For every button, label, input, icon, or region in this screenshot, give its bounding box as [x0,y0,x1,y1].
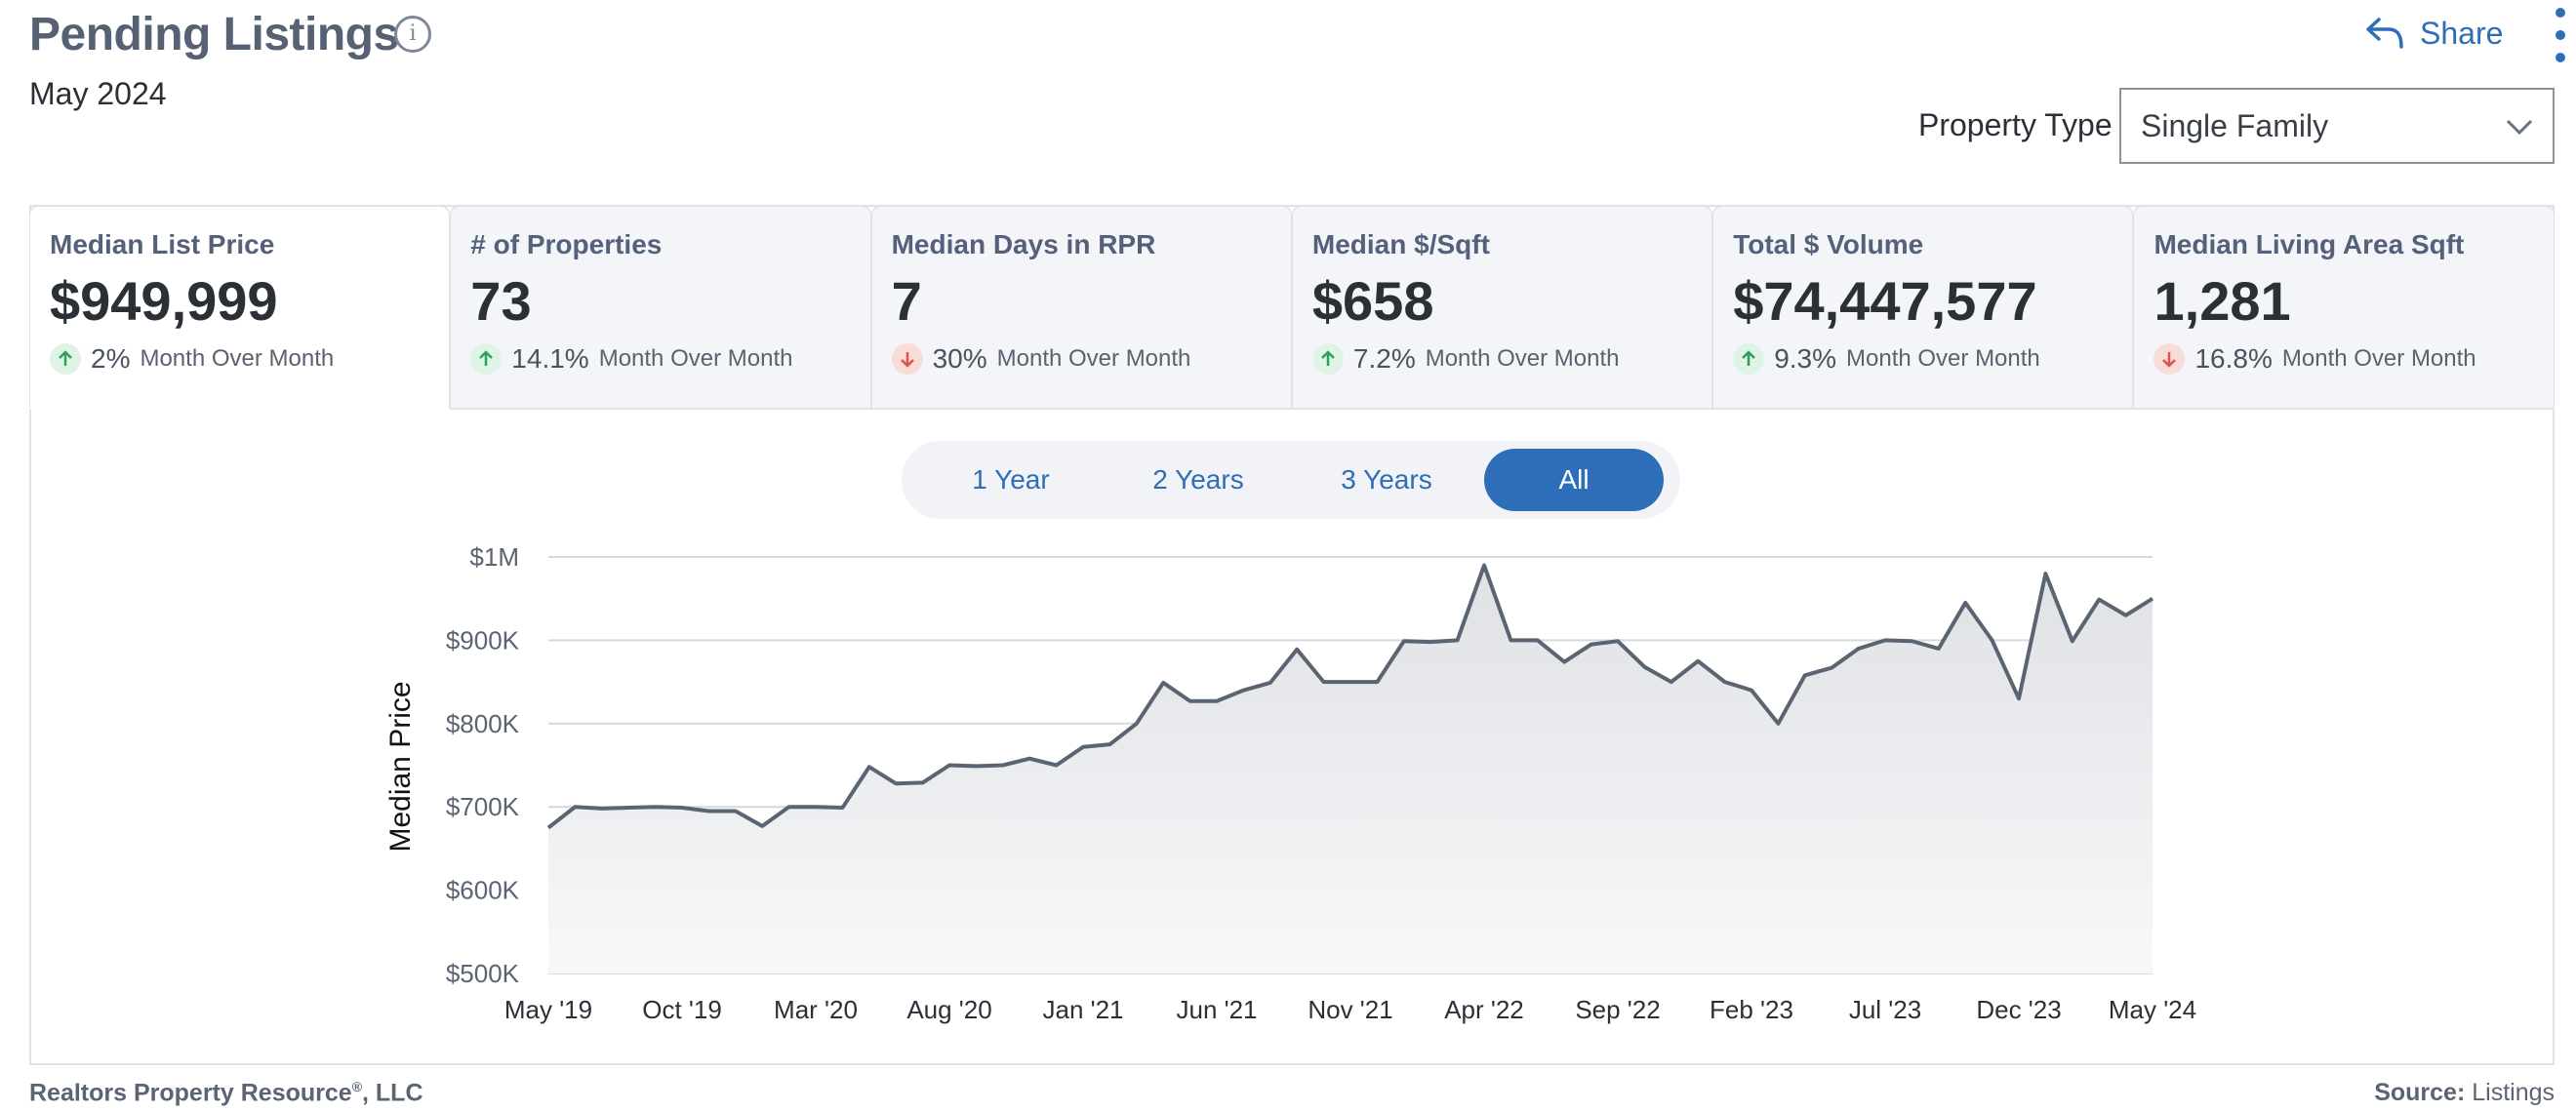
y-tick-label: $700K [446,792,520,821]
source-value: Listings [2472,1079,2555,1106]
metric-tile-total-volume[interactable]: Total $ Volume $74,447,577 9.3% Month Ov… [1712,205,2134,410]
x-tick-label: Mar '20 [774,995,858,1024]
x-tick-label: Jun '21 [1176,995,1257,1024]
range-tab-3-years[interactable]: 3 Years [1341,464,1432,495]
time-range-selector: 1 Year 2 Years 3 Years All [902,441,1680,519]
metric-value: 7 [891,270,922,332]
metric-change-label: Month Over Month [1846,345,2040,372]
y-tick-label: $600K [446,876,520,905]
metric-change: 16.8% [2194,343,2273,374]
x-tick-label: Dec '23 [1976,995,2061,1024]
x-tick-label: Aug '20 [906,995,991,1024]
metric-change-label: Month Over Month [996,345,1191,372]
metric-value: $949,999 [50,270,278,332]
metric-label: Median Days in RPR [891,229,1156,259]
x-tick-label: Nov '21 [1308,995,1392,1024]
share-button[interactable]: Share [2365,12,2503,55]
metric-label: Total $ Volume [1733,229,1924,259]
metric-change: 14.1% [511,343,589,374]
x-tick-label: Sep '22 [1575,995,1660,1024]
x-tick-label: Jan '21 [1042,995,1123,1024]
metric-tile-median-price-sqft[interactable]: Median $/Sqft $658 7.2% Month Over Month [1291,205,1713,410]
range-tab-all[interactable]: All [1484,449,1664,511]
metric-tile-median-days[interactable]: Median Days in RPR 7 30% Month Over Mont… [870,205,1292,410]
source-label: Source: [2374,1079,2466,1106]
company-name: Realtors Property Resource [29,1079,352,1107]
page-title: Pending Listings [29,9,399,60]
y-tick-label: $1M [469,542,519,572]
x-tick-label: Oct '19 [642,995,722,1024]
metric-value: 1,281 [2153,270,2291,332]
metric-change: 2% [91,343,131,374]
metric-change-label: Month Over Month [140,345,335,372]
metric-tile-num-properties[interactable]: # of Properties 73 14.1% Month Over Mont… [450,205,871,410]
property-type-label: Property Type [1918,107,2113,142]
metric-label: Median $/Sqft [1311,229,1490,259]
metric-change-label: Month Over Month [1425,345,1620,372]
arrow-down-icon [2153,343,2186,375]
property-type-value: Single Family [2141,107,2329,143]
report-date: May 2024 [29,76,167,111]
metric-value: $74,447,577 [1733,270,2037,332]
metric-change-label: Month Over Month [598,345,793,372]
arrow-down-icon [891,343,923,375]
arrow-up-icon [470,343,503,375]
y-tick-label: $800K [446,709,520,738]
source-credit: Source: Listings [2374,1079,2555,1107]
x-tick-label: Jul '23 [1849,995,1921,1024]
metric-change-label: Month Over Month [2281,345,2476,372]
metric-tile-median-living-area[interactable]: Median Living Area Sqft 1,281 16.8% Mont… [2133,205,2555,410]
company-suffix: , LLC [362,1079,423,1107]
metric-label: Median Living Area Sqft [2153,229,2465,259]
arrow-up-icon [1311,343,1344,375]
price-line [546,563,2154,830]
metric-value: $658 [1311,270,1434,332]
x-tick-label: Apr '22 [1444,995,1524,1024]
info-icon[interactable]: i [394,16,431,53]
metric-tiles: Median List Price $949,999 2% Month Over… [29,205,2555,410]
x-tick-label: May '24 [2109,995,2196,1024]
price-area [548,565,2153,973]
range-tab-2-years[interactable]: 2 Years [1152,464,1244,495]
metric-change: 30% [932,343,987,374]
range-tab-1-year[interactable]: 1 Year [972,464,1050,495]
y-tick-label: $500K [446,959,520,988]
more-options-icon[interactable] [2547,8,2574,62]
company-credit: Realtors Property Resource®, LLC [29,1079,423,1107]
arrow-up-icon [1733,343,1765,375]
arrow-up-icon [50,343,81,375]
registered-mark: ® [351,1079,363,1094]
x-tick-label: May '19 [504,995,592,1024]
metric-label: Median List Price [50,229,275,259]
metric-change: 7.2% [1352,343,1416,374]
metric-label: # of Properties [470,229,663,259]
share-icon [2366,18,2403,49]
x-tick-label: Feb '23 [1710,995,1793,1024]
y-tick-label: $900K [446,625,520,655]
chevron-down-icon [2506,119,2533,136]
y-axis-label: Median Price [384,681,417,852]
metric-value: 73 [470,270,532,332]
share-label: Share [2420,15,2504,51]
property-type-select[interactable]: Single Family [2119,88,2555,164]
metric-change: 9.3% [1774,343,1837,374]
chart-panel [29,205,2555,1065]
metric-tile-median-list-price[interactable]: Median List Price $949,999 2% Month Over… [29,205,451,410]
